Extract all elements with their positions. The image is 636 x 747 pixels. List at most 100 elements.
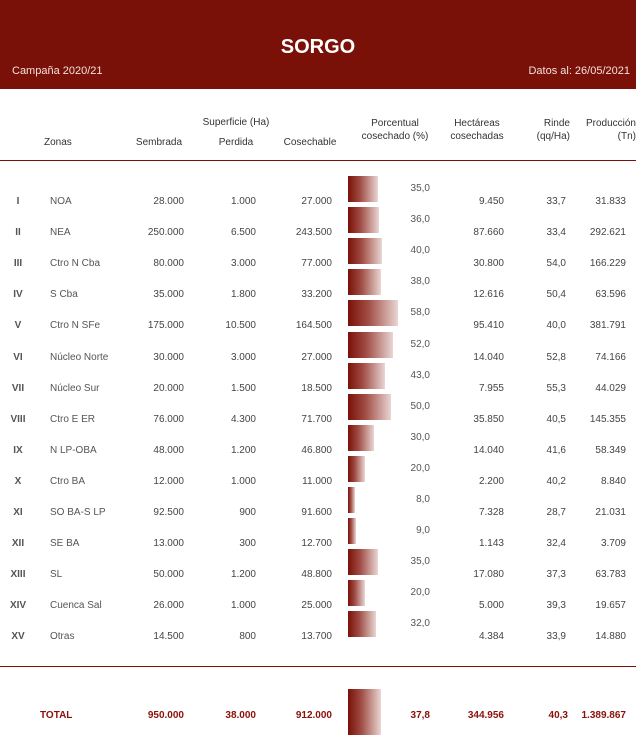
col-zones: Zonas (44, 137, 72, 148)
lost-value: 3.000 (230, 351, 256, 363)
yield-value: 40,0 (546, 320, 566, 332)
zone-name: S Cba (50, 289, 78, 301)
total-label: TOTAL (40, 710, 73, 721)
pct-value: 35,0 (410, 183, 430, 194)
sown-value: 92.500 (153, 507, 184, 518)
production-value: 8.840 (600, 475, 626, 487)
col-production-line2: (Tn) (617, 131, 636, 142)
lost-value: 1.200 (230, 569, 256, 581)
pct-bar (348, 300, 398, 327)
zone-name: Ctro N SFe (50, 320, 101, 332)
sown-value: 48.000 (153, 444, 184, 456)
pct-bar (348, 424, 374, 451)
production-value: 63.596 (595, 289, 626, 301)
pct-bar (348, 455, 366, 482)
zone-name: Núcleo Sur (50, 382, 100, 394)
lost-value: 1.000 (230, 196, 256, 207)
yield-value: 33,7 (546, 196, 566, 207)
lost-value: 1.800 (230, 289, 256, 301)
table-row: VIII Ctro E ER 76.000 4.300 71.700 35.850 40,5… (0, 393, 636, 426)
harvestable-value: 27.000 (301, 196, 332, 207)
lost-value: 900 (239, 507, 256, 518)
harvestable-value: 25.000 (301, 600, 332, 612)
sown-value: 76.000 (153, 413, 184, 425)
pct-bar (348, 611, 376, 638)
zone-name: NOA (50, 196, 72, 207)
col-hectares-line2: cosechadas (450, 131, 504, 142)
production-value: 44.029 (595, 382, 626, 394)
col-yield-line1: Rinde (543, 118, 570, 129)
sown-value: 35.000 (153, 289, 184, 301)
production-value: 381.791 (589, 320, 626, 332)
lost-value: 6.500 (230, 227, 256, 239)
zone-name: Ctro N Cba (50, 258, 101, 270)
zone-number: VIII (10, 413, 26, 425)
zone-number: X (14, 475, 22, 487)
total-harvestable: 912.000 (295, 710, 332, 721)
yield-value: 50,4 (546, 289, 566, 301)
production-value: 58.349 (595, 444, 626, 456)
pct-value: 38,0 (410, 276, 430, 288)
pct-bar (348, 549, 379, 576)
zone-number: XI (13, 507, 23, 518)
harvestable-value: 27.000 (301, 351, 332, 363)
pct-value: 58,0 (410, 307, 430, 319)
table-row: III Ctro N Cba 80.000 3.000 77.000 30.800 54,0… (0, 238, 636, 270)
zone-number: I (16, 196, 20, 207)
production-value: 74.166 (595, 351, 626, 363)
sown-value: 26.000 (153, 600, 184, 612)
sown-value: 14.500 (153, 631, 184, 643)
pct-bar (348, 331, 393, 358)
zone-number: XV (11, 631, 25, 643)
zone-name: Ctro BA (50, 475, 86, 487)
production-value: 63.783 (595, 569, 626, 581)
zone-number: II (15, 227, 21, 239)
col-sown: Sembrada (135, 137, 183, 148)
pct-bar (348, 580, 366, 607)
hectares-value: 17.080 (473, 569, 504, 581)
pct-value: 20,0 (410, 462, 430, 474)
yield-value: 40,5 (546, 413, 566, 425)
col-production: Producción (Tn) (572, 117, 636, 143)
sown-value: 28.000 (153, 196, 184, 207)
col-pct: Porcentual cosechado (%) (350, 117, 440, 143)
hectares-value: 5.000 (478, 600, 504, 612)
sown-value: 50.000 (153, 569, 184, 581)
harvestable-value: 13.700 (301, 631, 332, 643)
zone-name: SE BA (50, 538, 80, 550)
production-value: 21.031 (595, 507, 626, 518)
hectares-value: 9.450 (478, 196, 504, 207)
pct-value: 35,0 (410, 556, 430, 568)
pct-bar (348, 176, 379, 202)
zone-name: SL (50, 569, 63, 581)
production-value: 19.657 (595, 600, 626, 612)
total-lost: 38.000 (225, 710, 256, 721)
hectares-value: 2.200 (478, 475, 504, 487)
table-row: VI Núcleo Norte 30.000 3.000 27.000 14.040 52,… (0, 331, 636, 364)
col-production-line1: Producción (585, 118, 636, 129)
zone-number: XIII (10, 569, 26, 581)
report-title: SORGO (280, 36, 356, 58)
zone-name: SO BA-S LP (50, 507, 106, 518)
harvestable-value: 46.800 (301, 444, 332, 456)
col-surface-group: Superficie (Ha) (202, 117, 270, 128)
yield-value: 54,0 (546, 258, 566, 270)
pct-value: 32,0 (410, 618, 430, 630)
zone-number: VI (13, 351, 23, 363)
table-row: XII SE BA 13.000 300 12.700 1.143 32,4 3.709 9,0 (0, 518, 636, 550)
production-value: 3.709 (600, 538, 626, 550)
table-row: II NEA 250.000 6.500 243.500 87.660 33,4 292.62… (0, 207, 636, 239)
pct-bar (348, 238, 383, 265)
hectares-value: 1.143 (478, 538, 504, 550)
table-row: IX N LP-OBA 48.000 1.200 46.800 14.040 41,6 58.… (0, 424, 636, 457)
col-pct-line1: Porcentual (371, 118, 419, 129)
sown-value: 80.000 (153, 258, 184, 270)
hectares-value: 7.328 (478, 507, 504, 518)
zone-number: XIV (9, 600, 27, 612)
lost-value: 1.000 (230, 600, 256, 612)
hectares-value: 14.040 (473, 351, 504, 363)
harvestable-value: 71.700 (301, 413, 332, 425)
pct-value: 36,0 (410, 214, 430, 226)
total-separator (0, 666, 636, 667)
zone-number: IX (13, 444, 23, 456)
